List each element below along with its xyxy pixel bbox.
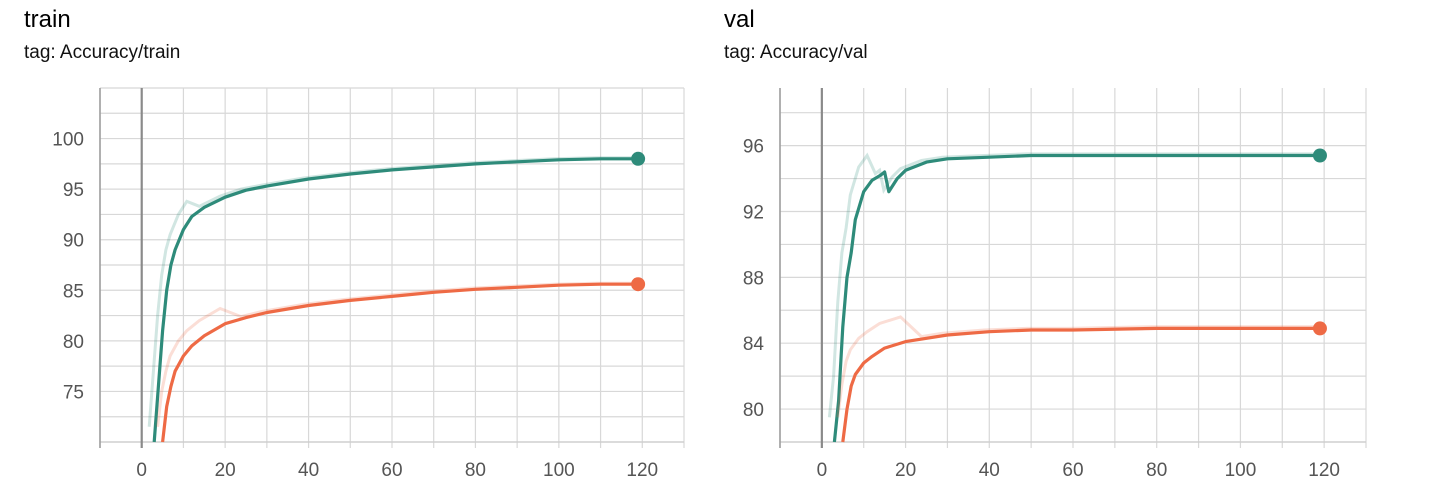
series-1 [836, 315, 1327, 443]
x-tick-label: 0 [136, 460, 147, 481]
series-line [841, 326, 1320, 443]
y-tick-label: 96 [743, 137, 764, 158]
series-line-raw [827, 152, 1315, 418]
series-line [161, 282, 639, 443]
line-chart-val: 0 20 40 60 80 100 120 80 84 88 92 96 [743, 88, 1367, 481]
y-tick-label: 95 [63, 180, 84, 201]
x-tick-label: 60 [1062, 460, 1083, 481]
chart-title: val [724, 6, 755, 33]
x-tick-label: 80 [465, 460, 486, 481]
series-1 [156, 277, 646, 443]
x-tick-label: 100 [1225, 460, 1257, 481]
chart-subtitle: tag: Accuracy/val [724, 42, 868, 63]
x-tick-label: 120 [1308, 460, 1340, 481]
series-line [152, 157, 639, 443]
chart-subtitle: tag: Accuracy/train [24, 42, 181, 63]
y-tick-label: 75 [63, 382, 84, 403]
series-end-point [1312, 148, 1327, 163]
x-tick-label: 20 [215, 460, 236, 481]
x-tick-label: 40 [298, 460, 319, 481]
x-tick-label: 80 [1146, 460, 1167, 481]
y-tick-label: 80 [743, 400, 764, 421]
x-tick-label: 40 [979, 460, 1000, 481]
y-tick-label: 90 [63, 231, 84, 252]
series-line [832, 153, 1320, 443]
y-tick-label: 100 [52, 130, 84, 151]
grid [99, 87, 685, 448]
x-tick-label: 120 [626, 460, 658, 481]
grid [779, 88, 1367, 448]
chart-panel-val: val tag: Accuracy/val 0 20 40 60 80 100 120 80 8… [700, 0, 1400, 492]
y-tick-label: 84 [743, 334, 765, 355]
x-tick-label: 100 [543, 460, 575, 481]
chart-panel-train: train tag: Accuracy/train 0 20 40 60 80 100 12… [0, 0, 700, 492]
x-tick-label: 60 [381, 460, 402, 481]
series-0 [827, 148, 1327, 443]
y-tick-label: 88 [743, 268, 764, 289]
x-tick-label: 20 [895, 460, 916, 481]
line-chart-train: 0 20 40 60 80 100 120 75 80 85 90 95 100 [52, 87, 685, 481]
series-line-raw [836, 315, 1315, 418]
series-0 [147, 151, 646, 443]
series-end-point [631, 277, 646, 292]
x-tick-label: 0 [817, 460, 828, 481]
chart-title: train [24, 6, 71, 33]
y-tick-label: 80 [63, 332, 84, 353]
y-tick-label: 92 [743, 202, 764, 223]
series-line-raw [156, 281, 634, 427]
series-end-point [1312, 321, 1327, 336]
series-end-point [631, 151, 646, 166]
y-tick-label: 85 [63, 281, 84, 302]
